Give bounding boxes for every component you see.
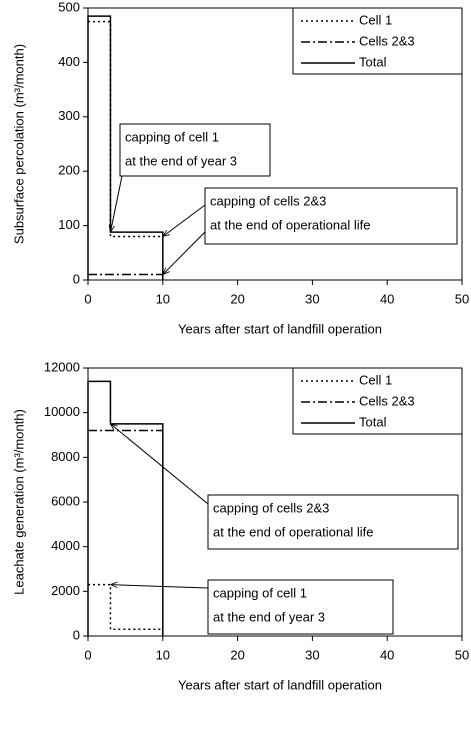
- x-tick-label: 20: [230, 291, 244, 306]
- y-tick-label: 300: [58, 108, 80, 123]
- x-tick-label: 30: [305, 647, 319, 662]
- annotation-box: [204, 187, 458, 245]
- annotation-box: [207, 579, 394, 635]
- annotation-text: at the end of operational life: [210, 217, 370, 232]
- x-tick-label: 50: [455, 291, 469, 306]
- annotation-arrow: [110, 175, 123, 232]
- annotation-arrow: [110, 424, 209, 505]
- series-line: [88, 20, 163, 238]
- legend-label: Total: [359, 414, 387, 429]
- annotation-arrow: [163, 204, 206, 236]
- annotation-arrow: [163, 231, 206, 275]
- legend-label: Cells 2&3: [359, 33, 415, 48]
- annotation-box: [207, 494, 459, 550]
- annotation-box: [119, 123, 271, 177]
- y-tick-label: 4000: [51, 538, 80, 553]
- y-tick-label: 0: [73, 271, 80, 286]
- y-tick-label: 400: [58, 54, 80, 69]
- x-tick-label: 40: [380, 291, 394, 306]
- annotation-text: capping of cell 1: [125, 129, 219, 144]
- x-axis-label: Years after start of landfill operation: [178, 321, 382, 336]
- y-axis-label: Subsurface percolation (m³/month): [11, 44, 26, 244]
- x-axis-label: Years after start of landfill operation: [178, 677, 382, 692]
- annotation-text: capping of cell 1: [213, 585, 307, 600]
- y-tick-label: 12000: [44, 359, 80, 374]
- annotation-text: capping of cells 2&3: [213, 500, 329, 515]
- y-tick-label: 500: [58, 0, 80, 14]
- series-line: [87, 15, 164, 280]
- y-axis-label: Leachate generation (m³/month): [11, 409, 26, 595]
- y-tick-label: 10000: [44, 404, 80, 419]
- series-line: [88, 583, 163, 631]
- x-tick-label: 0: [84, 647, 91, 662]
- x-tick-label: 10: [156, 291, 170, 306]
- series-line: [87, 380, 164, 636]
- y-tick-label: 2000: [51, 583, 80, 598]
- x-tick-label: 40: [380, 647, 394, 662]
- x-tick-label: 10: [156, 647, 170, 662]
- y-tick-label: 200: [58, 163, 80, 178]
- annotation-text: at the end of operational life: [213, 524, 373, 539]
- x-tick-label: 50: [455, 647, 469, 662]
- y-tick-label: 0: [73, 627, 80, 642]
- y-tick-label: 8000: [51, 449, 80, 464]
- legend-label: Cell 1: [359, 372, 392, 387]
- x-tick-label: 30: [305, 291, 319, 306]
- legend-label: Cell 1: [359, 12, 392, 27]
- y-tick-label: 6000: [51, 493, 80, 508]
- legend-label: Cells 2&3: [359, 393, 415, 408]
- annotation-text: capping of cells 2&3: [210, 193, 326, 208]
- x-tick-label: 20: [230, 647, 244, 662]
- x-tick-label: 0: [84, 291, 91, 306]
- legend-label: Total: [359, 54, 387, 69]
- annotation-text: at the end of year 3: [125, 153, 237, 168]
- annotation-text: at the end of year 3: [213, 609, 325, 624]
- annotation-arrow: [110, 585, 209, 589]
- y-tick-label: 100: [58, 217, 80, 232]
